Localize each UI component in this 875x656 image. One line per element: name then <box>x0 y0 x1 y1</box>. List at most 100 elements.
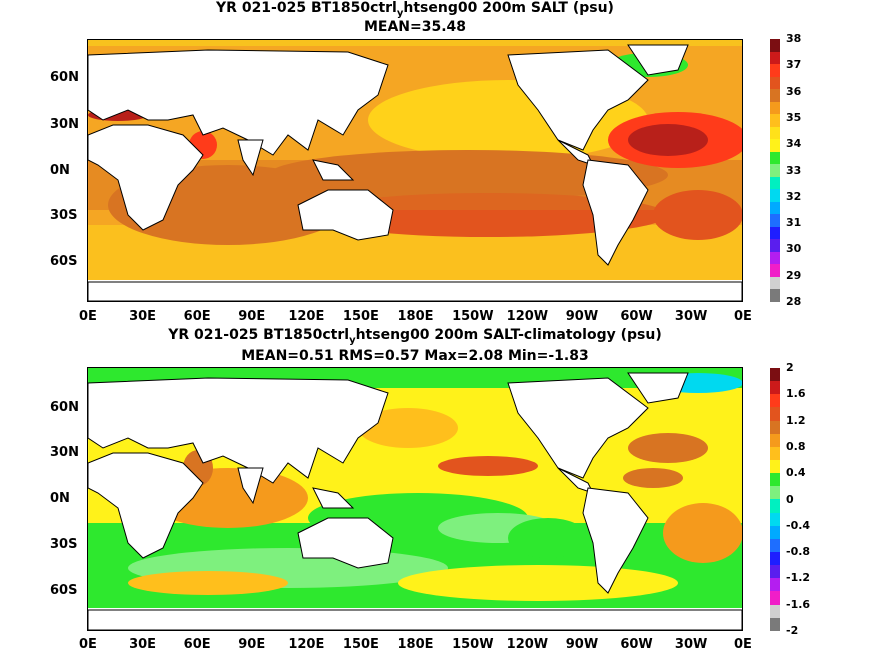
colorbar-swatch <box>770 64 780 77</box>
colorbar-label: 1.2 <box>786 413 806 427</box>
colorbar-label: 32 <box>786 189 802 203</box>
lon-label: 150W <box>452 637 494 652</box>
colorbar-swatch <box>770 164 780 177</box>
lon-label: 150E <box>342 637 379 652</box>
colorbar-swatch <box>770 114 780 127</box>
colorbar-swatch <box>770 512 780 526</box>
lat-label: 60S <box>50 583 78 598</box>
lon-label: 60W <box>620 637 653 652</box>
colorbar-swatch <box>770 276 780 290</box>
colorbar-label: 31 <box>786 216 802 230</box>
colorbar-swatch <box>770 264 780 277</box>
colorbar-label: -1.6 <box>786 597 811 611</box>
lon-label: 0E <box>734 309 752 324</box>
panel2-subtitle: MEAN=0.51 RMS=0.57 Max=2.08 Min=-1.83 <box>241 348 589 364</box>
colorbar-swatch <box>770 126 780 140</box>
panel1-colorbar <box>770 39 780 302</box>
colorbar-label: 0 <box>786 492 794 506</box>
lon-label: 60W <box>620 309 653 324</box>
colorbar-swatch <box>770 473 780 487</box>
colorbar-swatch <box>770 76 780 90</box>
colorbar-swatch <box>770 551 780 566</box>
colorbar-swatch <box>770 433 780 447</box>
lon-label: 90W <box>565 637 599 652</box>
colorbar-swatch <box>770 239 780 252</box>
colorbar-swatch <box>770 525 780 539</box>
colorbar-swatch <box>770 486 780 500</box>
lon-label: 90W <box>565 309 599 324</box>
colorbar-swatch <box>770 394 780 408</box>
colorbar-swatch <box>770 617 780 631</box>
colorbar-swatch <box>770 368 780 382</box>
lon-label: 180E <box>397 309 434 324</box>
colorbar-swatch <box>770 226 780 240</box>
colorbar-swatch <box>770 381 780 395</box>
panel2-colorbar <box>770 368 780 631</box>
panel2-map <box>87 367 743 631</box>
lon-label: 180E <box>397 637 434 652</box>
lon-label: 150E <box>342 309 379 324</box>
lat-label: 0N <box>50 163 70 178</box>
panel1-subtitle: MEAN=35.48 <box>363 19 467 35</box>
lon-label: 120E <box>288 637 325 652</box>
lat-label: 60N <box>50 70 79 85</box>
colorbar-label: 30 <box>786 242 802 256</box>
colorbar-label: 33 <box>786 163 802 177</box>
lon-label: 120E <box>288 309 325 324</box>
lat-label: 60S <box>50 254 78 269</box>
colorbar-swatch <box>770 214 780 227</box>
colorbar-label: -1.2 <box>786 571 811 585</box>
lat-label: 30N <box>50 445 79 460</box>
colorbar-label: -2 <box>786 624 799 637</box>
colorbar-swatch <box>770 565 780 579</box>
colorbar-swatch <box>770 51 780 65</box>
lon-label: 60E <box>183 309 211 324</box>
colorbar-label: 2 <box>786 361 794 374</box>
colorbar-label: 36 <box>786 84 802 98</box>
lon-label: 120W <box>506 309 549 324</box>
lon-label: 30W <box>674 309 708 324</box>
colorbar-swatch <box>770 39 780 52</box>
lat-label: 30N <box>50 117 79 132</box>
colorbar-swatch <box>770 538 780 552</box>
lon-label: 120W <box>506 637 549 652</box>
lon-label: 60E <box>183 637 211 652</box>
colorbar-swatch <box>770 499 780 513</box>
lon-label: 30W <box>674 637 708 652</box>
lon-label: 0E <box>734 637 752 652</box>
colorbar-label: 0.4 <box>786 466 806 480</box>
colorbar-label: 35 <box>786 110 802 124</box>
colorbar-swatch <box>770 189 780 202</box>
colorbar-label: 34 <box>786 137 802 151</box>
colorbar-swatch <box>770 578 780 592</box>
lon-label: 90E <box>238 309 266 324</box>
lon-label: 90E <box>238 637 266 652</box>
colorbar-swatch <box>770 420 780 434</box>
colorbar-label: 1.6 <box>786 387 806 401</box>
colorbar-label: 0.8 <box>786 439 806 453</box>
panel1-map <box>87 39 743 302</box>
colorbar-label: 38 <box>786 32 802 45</box>
panel2-title: YR 021-025 BT1850ctrlyhtseng00 200m SALT… <box>168 327 662 346</box>
panel1-title: YR 021-025 BT1850ctrlyhtseng00 200m SALT… <box>216 0 614 19</box>
lon-label: 30E <box>129 637 157 652</box>
colorbar-swatch <box>770 604 780 618</box>
colorbar-swatch <box>770 446 780 460</box>
colorbar-label: -0.4 <box>786 518 811 532</box>
lat-label: 30S <box>50 537 78 552</box>
colorbar-swatch <box>770 459 780 474</box>
lon-label: 0E <box>79 637 97 652</box>
colorbar-swatch <box>770 89 780 102</box>
lat-label: 60N <box>50 400 79 415</box>
colorbar-label: -0.8 <box>786 545 811 559</box>
lat-label: 0N <box>50 491 70 506</box>
colorbar-swatch <box>770 151 780 165</box>
lon-label: 0E <box>79 309 97 324</box>
lon-label: 150W <box>452 309 494 324</box>
colorbar-swatch <box>770 101 780 115</box>
lon-label: 30E <box>129 309 157 324</box>
colorbar-swatch <box>770 289 780 302</box>
colorbar-swatch <box>770 591 780 605</box>
lat-label: 30S <box>50 208 78 223</box>
colorbar-swatch <box>770 176 780 190</box>
